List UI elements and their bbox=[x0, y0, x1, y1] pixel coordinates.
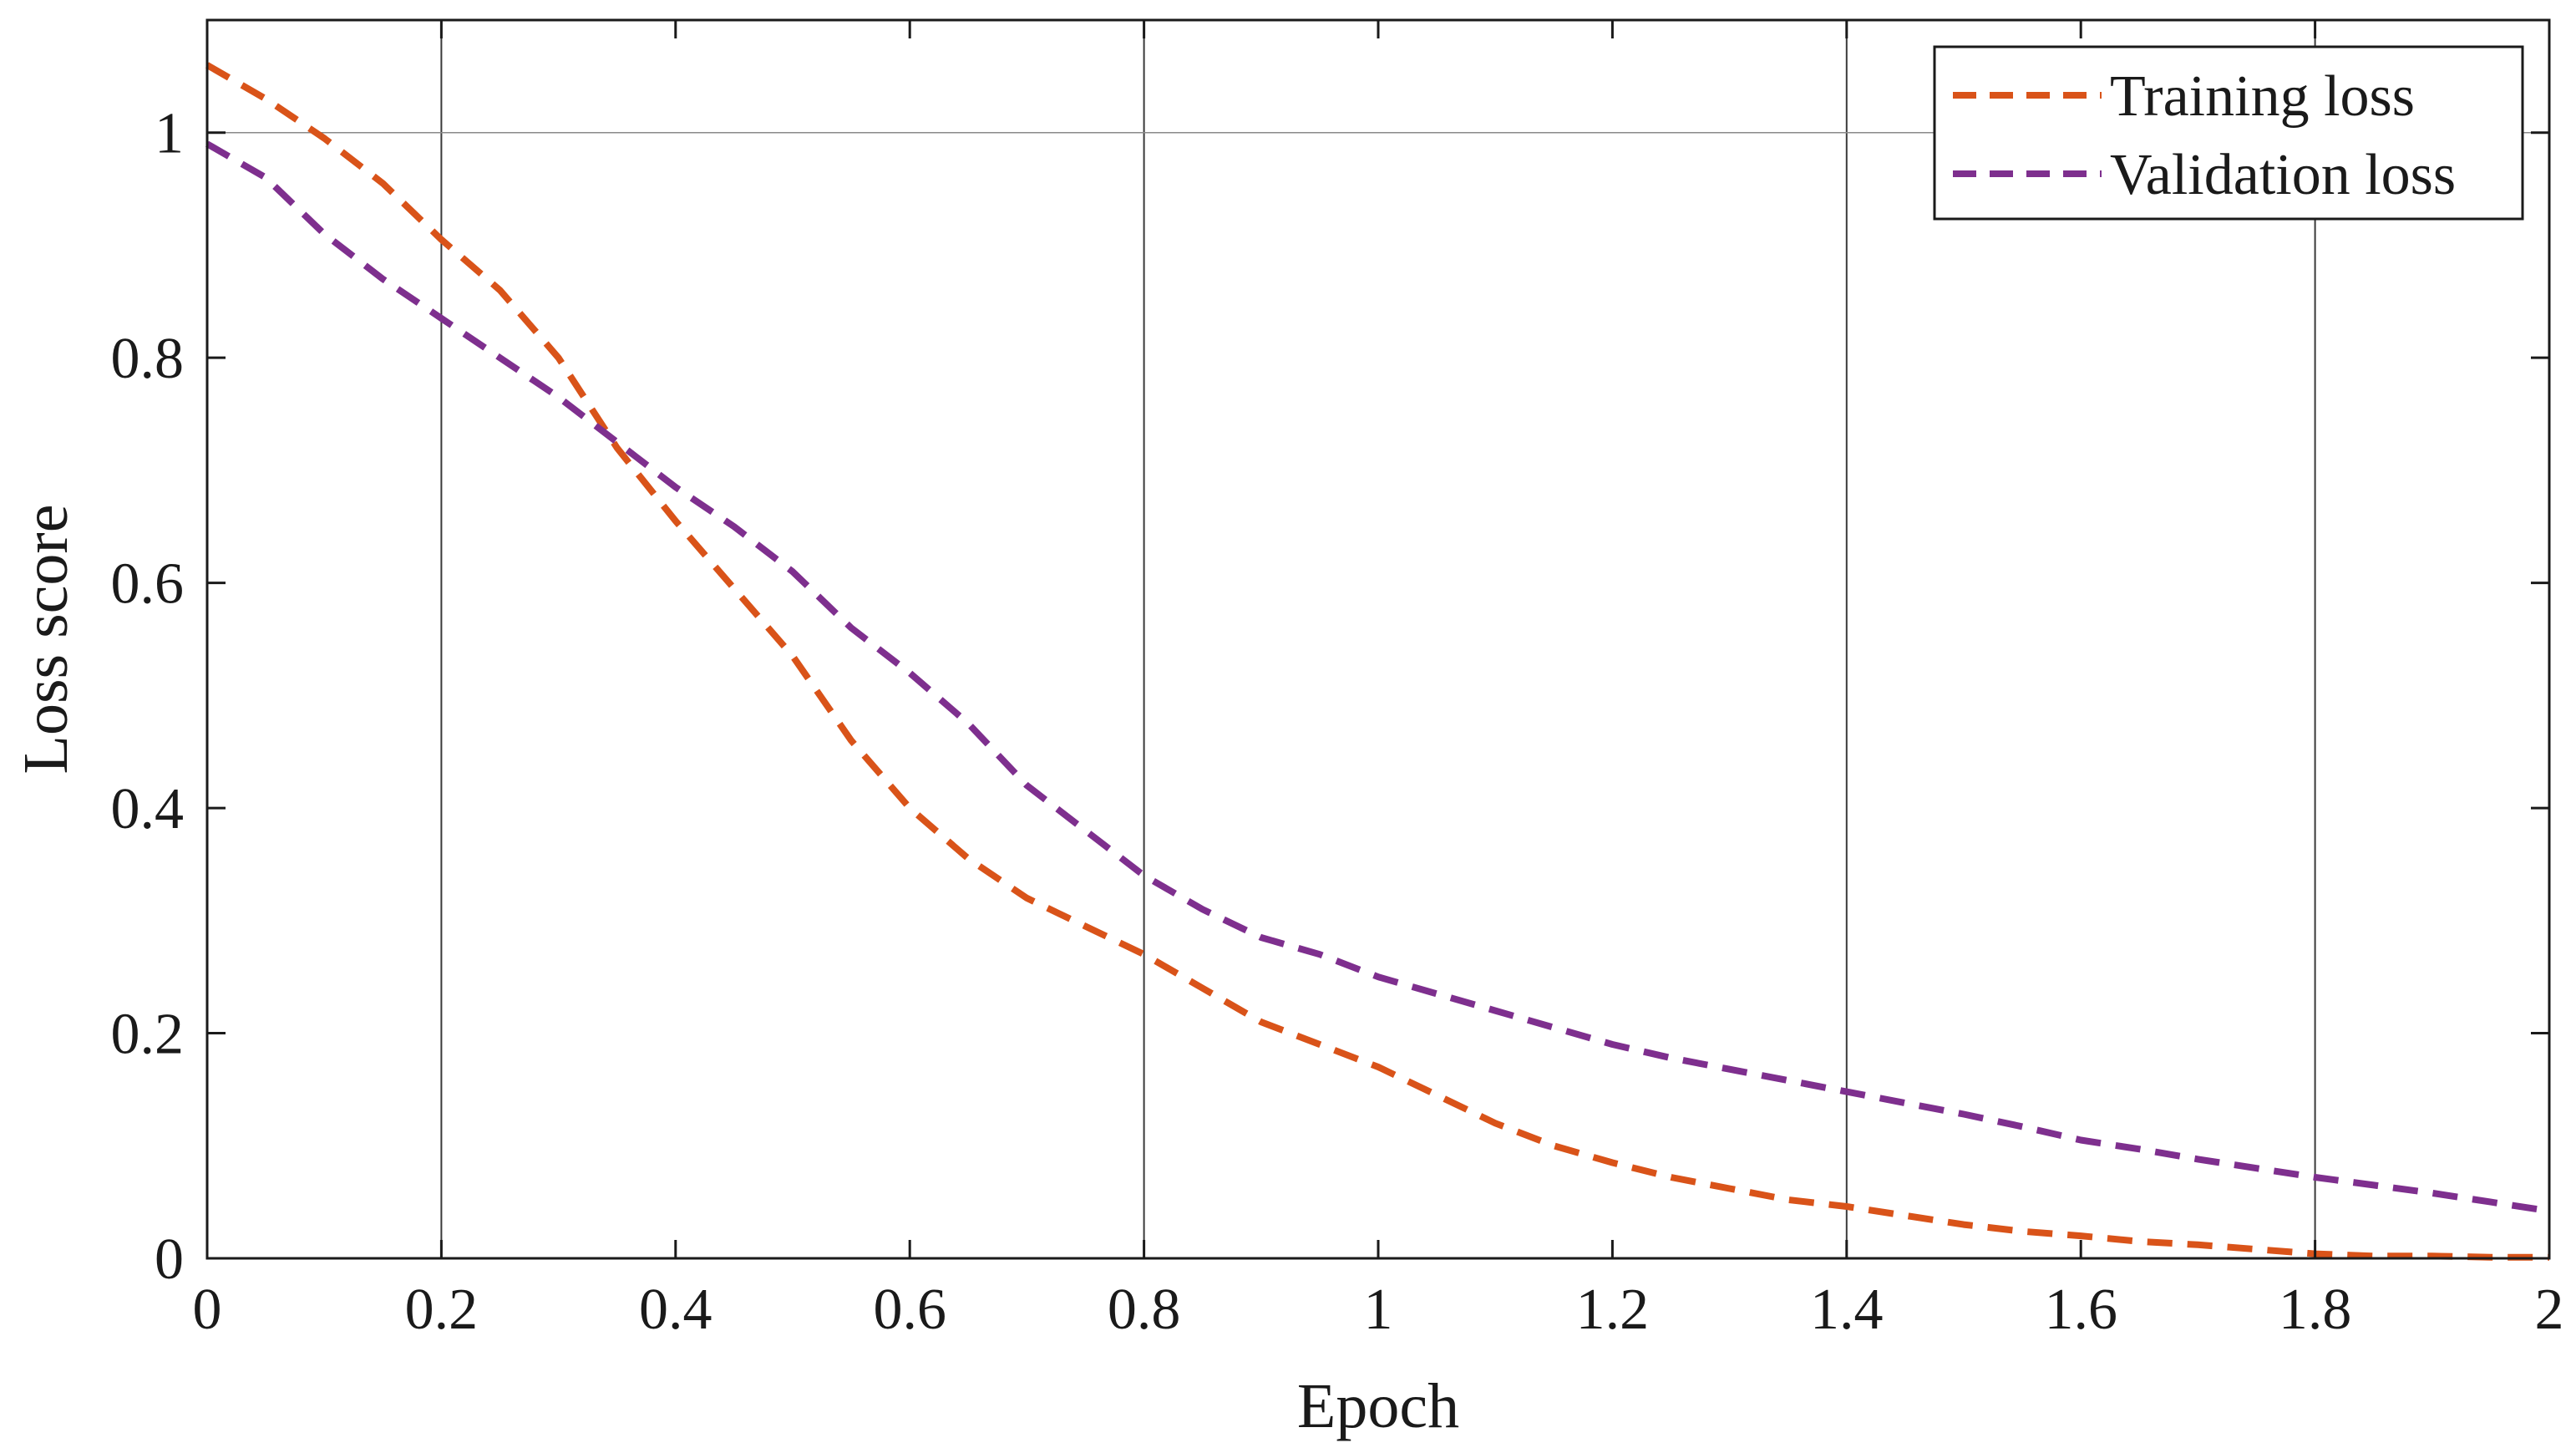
data-series bbox=[205, 62, 2550, 1261]
x-tick-label: 0 bbox=[193, 1278, 222, 1342]
x-tick-label: 0.8 bbox=[1108, 1278, 1181, 1342]
x-tick-label: 1.2 bbox=[1576, 1278, 1650, 1342]
x-tick-label: 2 bbox=[2535, 1278, 2564, 1342]
axis-ticks: 0 0.2 0.4 0.6 0.8 1 1.2 1.4 1.6 1.8 2 0 0.2 0.4 0.6 0.8… bbox=[111, 20, 2564, 1342]
y-axis-label: Loss score bbox=[11, 505, 81, 775]
y-tick-label: 0 bbox=[155, 1227, 184, 1292]
y-tick-label: 0.6 bbox=[111, 552, 185, 617]
series-line-training-loss bbox=[205, 62, 2549, 1261]
x-tick-label: 1 bbox=[1364, 1278, 1393, 1342]
y-tick-label: 1 bbox=[155, 102, 184, 166]
legend-box bbox=[1933, 45, 2524, 221]
series-line-validation-loss bbox=[205, 140, 2550, 1215]
legend-label-training: Training loss bbox=[2110, 64, 2415, 129]
x-axis-label: Epoch bbox=[1297, 1371, 1459, 1441]
y-tick-label: 0.8 bbox=[111, 327, 185, 391]
x-tick-label: 0.6 bbox=[873, 1278, 946, 1342]
x-tick-label: 1.8 bbox=[2279, 1278, 2352, 1342]
x-tick-label: 0.4 bbox=[639, 1278, 712, 1342]
legend-label-validation: Validation loss bbox=[2110, 143, 2456, 207]
y-tick-label: 0.4 bbox=[111, 777, 185, 841]
x-tick-label: 0.2 bbox=[405, 1278, 479, 1342]
x-tick-label: 1.4 bbox=[1810, 1278, 1884, 1342]
y-tick-label: 0.2 bbox=[111, 1003, 185, 1067]
x-tick-label: 1.6 bbox=[2044, 1278, 2117, 1342]
legend: Training loss Validation loss bbox=[1933, 45, 2524, 221]
